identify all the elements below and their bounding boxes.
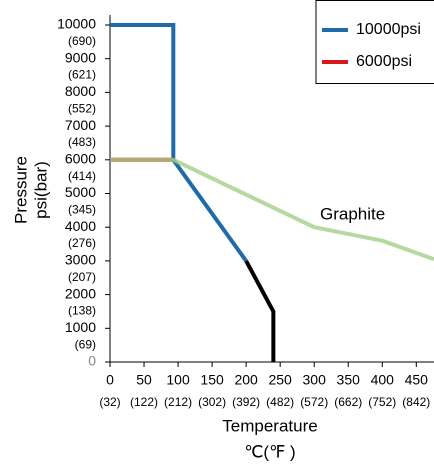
x-tick-label: 350 xyxy=(337,372,361,388)
x-tick-sublabel: (662) xyxy=(334,395,362,409)
y-tick-label: 7000 xyxy=(65,117,96,133)
x-tick-label: 400 xyxy=(371,372,395,388)
y-tick-label: 10000 xyxy=(57,16,96,32)
y-tick-label: 3000 xyxy=(65,252,96,268)
x-tick-sublabel: (212) xyxy=(164,395,192,409)
y-tick-sublabel: (414) xyxy=(68,169,96,183)
y-tick-label: 8000 xyxy=(65,83,96,99)
x-tick-label: 100 xyxy=(166,372,190,388)
y-tick-sublabel: (345) xyxy=(68,203,96,217)
x-axis-unit-label: ℃(℉ ) xyxy=(244,442,295,461)
data-line xyxy=(244,259,276,362)
y-tick-sublabel: (690) xyxy=(68,34,96,48)
y-tick-label: 5000 xyxy=(65,184,96,200)
data-line xyxy=(110,157,434,262)
y-tick-sublabel: (276) xyxy=(68,236,96,250)
y-tick-sublabel: (207) xyxy=(68,270,96,284)
x-tick-sublabel: (302) xyxy=(198,395,226,409)
x-tick-label: 150 xyxy=(200,372,224,388)
y-tick-label: 6000 xyxy=(65,151,96,167)
y-tick-label: 9000 xyxy=(65,49,96,65)
line-annotation: Graphite xyxy=(320,204,385,223)
x-tick-sublabel: (572) xyxy=(300,395,328,409)
y-axis-unit-label: psi(bar) xyxy=(31,161,50,219)
y-tick-sublabel: (138) xyxy=(68,304,96,318)
x-tick-sublabel: (32) xyxy=(99,395,120,409)
x-tick-label: 50 xyxy=(136,372,152,388)
x-tick-sublabel: (482) xyxy=(266,395,294,409)
x-tick-sublabel: (752) xyxy=(368,395,396,409)
y-tick-label: 4000 xyxy=(65,218,96,234)
legend-label: 6000psi xyxy=(356,53,412,70)
y-axis-label: Pressure xyxy=(11,156,30,224)
data-line xyxy=(110,23,248,263)
x-tick-sublabel: (122) xyxy=(130,395,158,409)
x-tick-label: 0 xyxy=(106,372,114,388)
y-tick-label: 2000 xyxy=(65,285,96,301)
y-tick-label: 0 xyxy=(88,353,96,369)
x-tick-label: 250 xyxy=(268,372,292,388)
x-tick-label: 300 xyxy=(303,372,327,388)
legend-box xyxy=(315,0,434,84)
y-tick-sublabel: (552) xyxy=(68,101,96,115)
x-tick-sublabel: (392) xyxy=(232,395,260,409)
y-tick-sublabel: (69) xyxy=(75,337,96,351)
x-tick-label: 450 xyxy=(405,372,429,388)
x-tick-sublabel: (842) xyxy=(402,395,430,409)
y-tick-sublabel: (483) xyxy=(68,135,96,149)
y-tick-label: 1000 xyxy=(65,319,96,335)
legend-label: 10000psi xyxy=(356,21,421,38)
x-axis-label: Temperature xyxy=(222,416,317,435)
x-tick-label: 200 xyxy=(234,372,258,388)
y-tick-sublabel: (621) xyxy=(68,68,96,82)
